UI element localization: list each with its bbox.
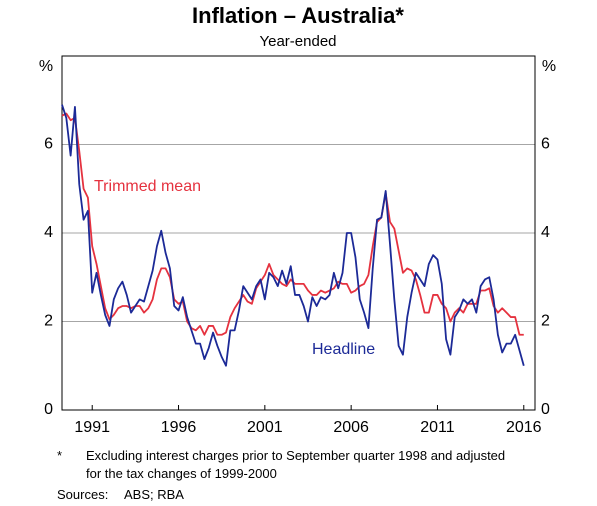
series-label: Headline [312,341,375,358]
y2-tick-label: 4 [541,224,550,241]
sources: ABS; RBA [124,487,184,502]
series-line [61,112,524,336]
y2-tick-label: 6 [541,136,550,153]
note-text: Excluding interest charges prior to Sept… [86,448,506,481]
chart-title: Inflation – Australia* [192,3,404,28]
series-label: Trimmed mean [94,178,201,195]
y-tick-label: 2 [44,313,53,330]
y2-unit: % [542,58,556,75]
plot-frame [61,55,536,411]
x-tick-label: 2011 [420,419,455,436]
y-unit: % [39,58,53,75]
x-tick-label: 2006 [333,419,369,436]
x-tick-label: 1996 [161,419,197,436]
x-tick-label: 1991 [74,419,110,436]
y2-tick-label: 0 [541,401,550,418]
chart-subtitle: Year-ended [259,33,336,50]
chart: Inflation – Australia* Year-ended % % 02… [39,3,556,436]
y-tick-label: 4 [44,224,53,241]
sources-label: Sources: [57,487,109,502]
x-tick-label: 2001 [247,419,283,436]
y-tick-label: 0 [44,401,53,418]
y-tick-label: 6 [44,136,53,153]
x-tick-label: 2016 [506,419,542,436]
note-marker: * [57,448,63,463]
y2-tick-label: 2 [541,313,550,330]
series-line [61,104,525,367]
